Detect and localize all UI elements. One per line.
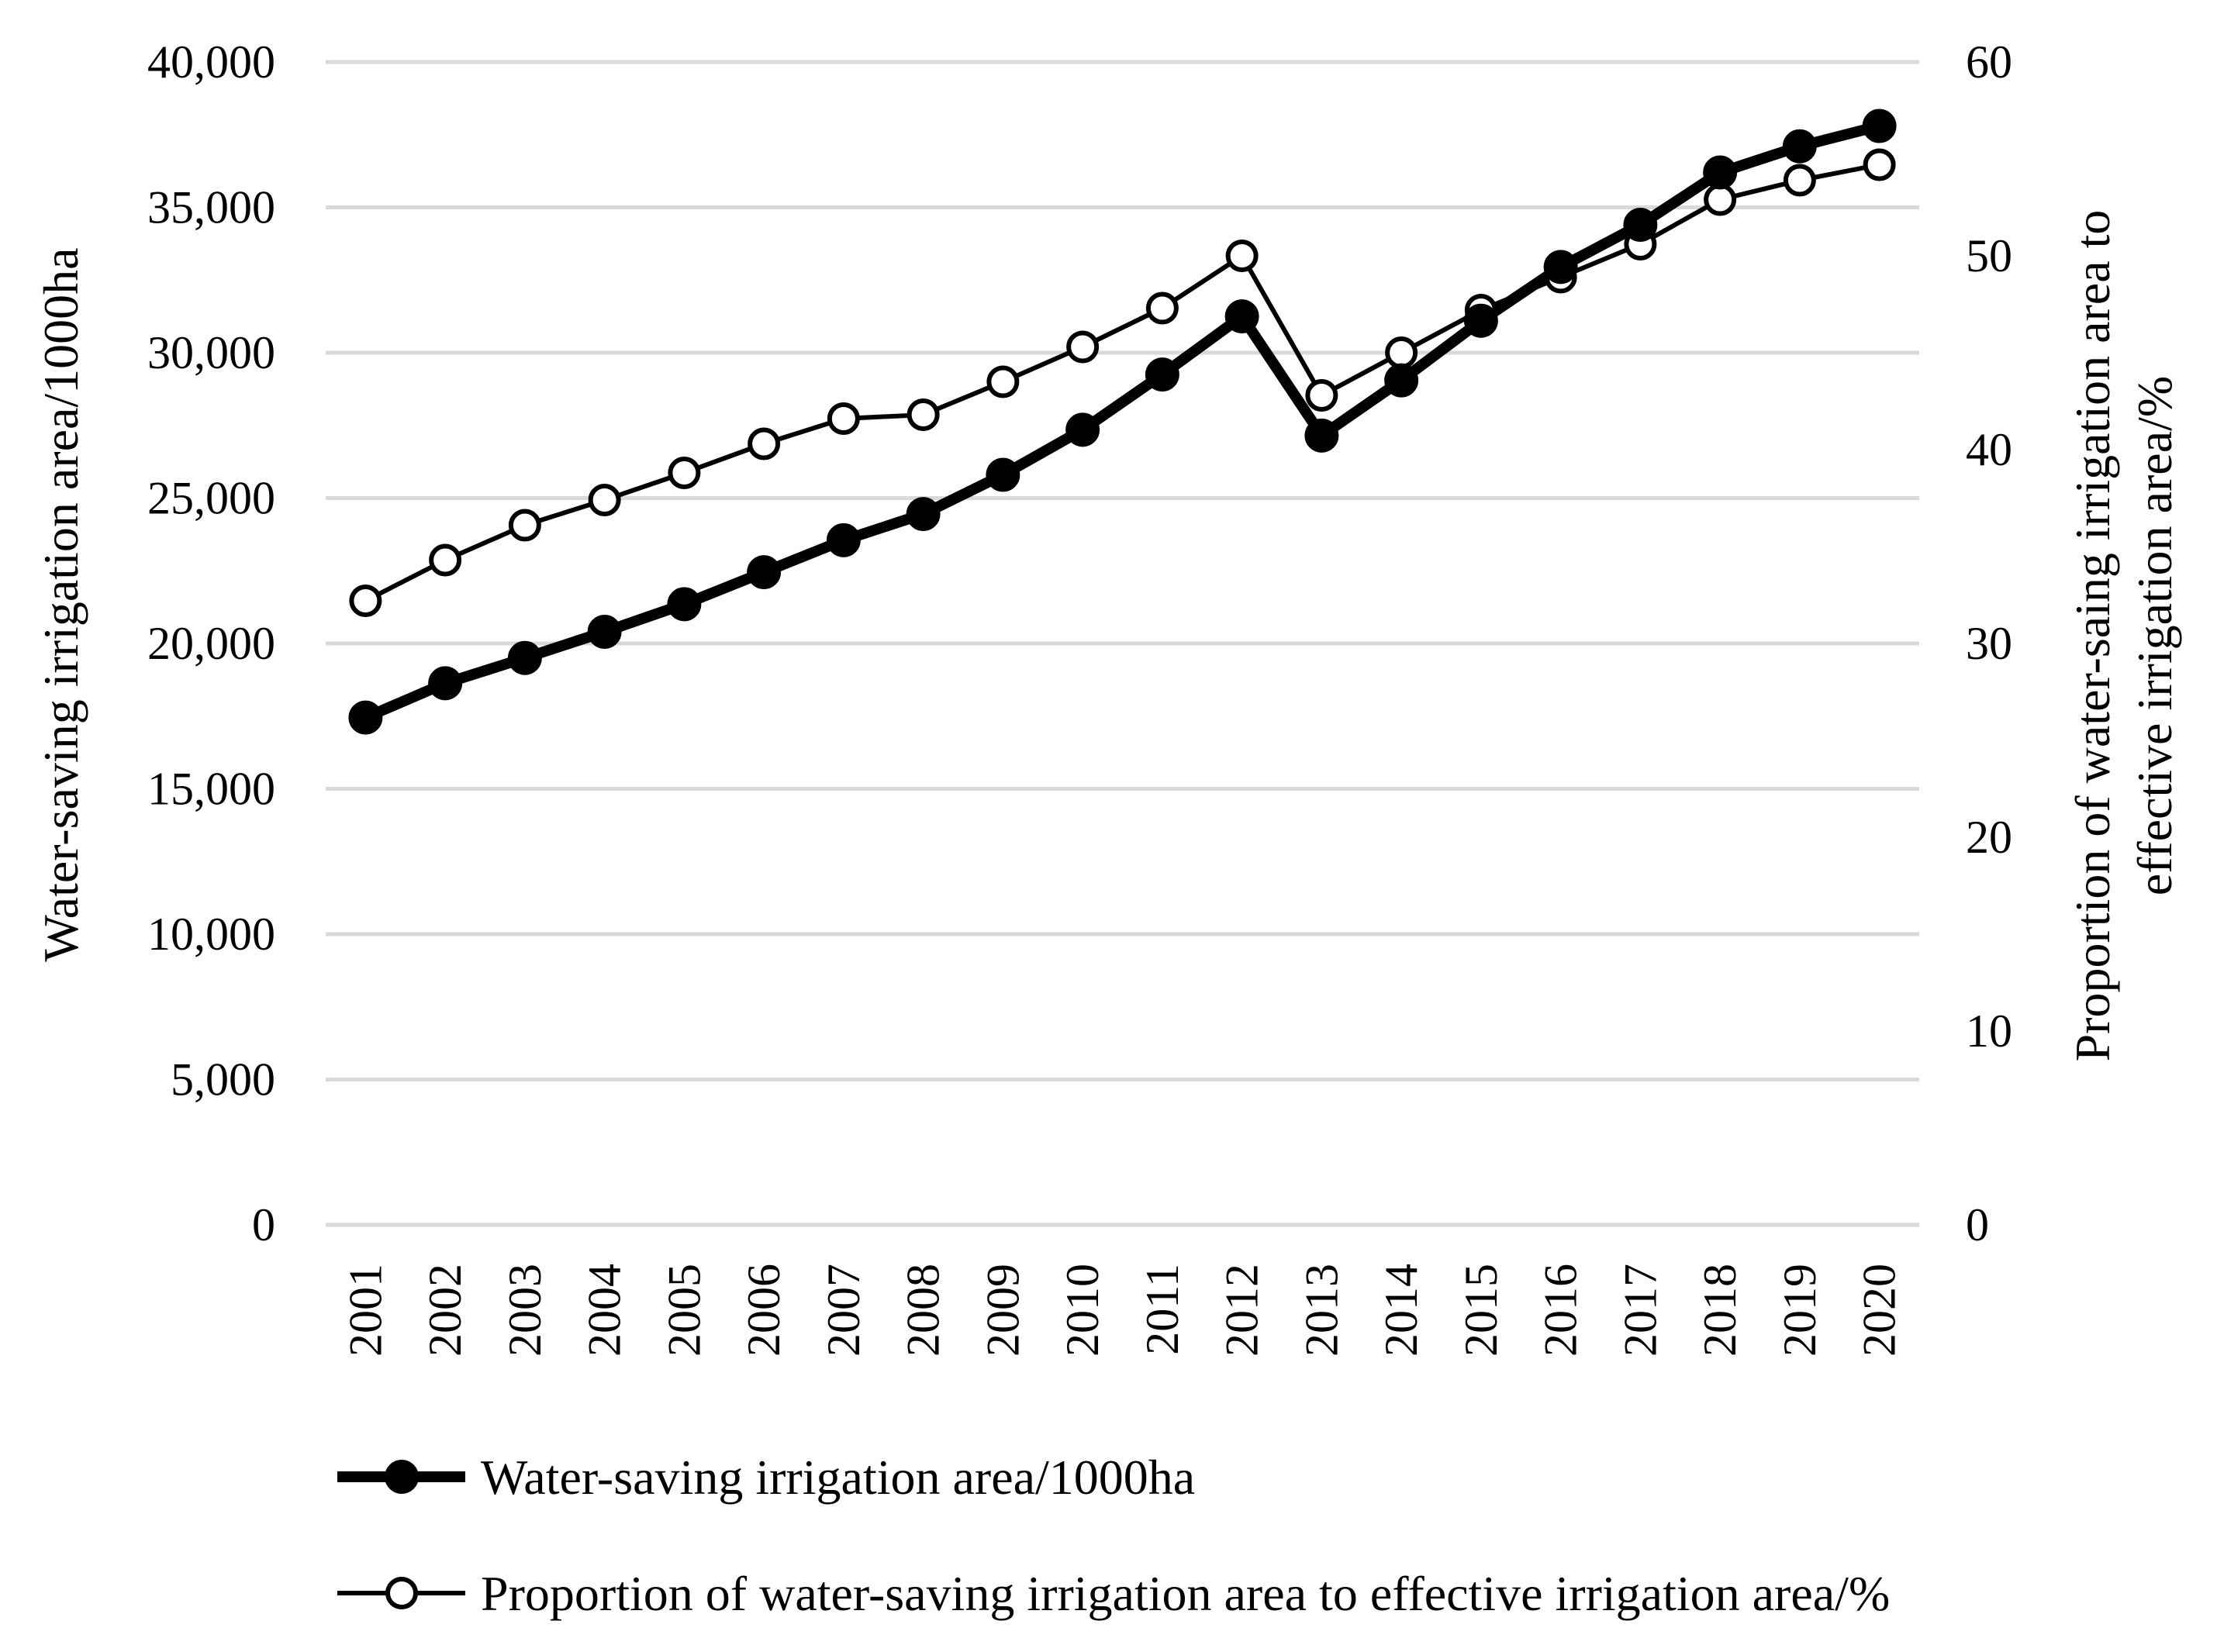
series-layer bbox=[348, 109, 1897, 735]
data-point-proportion bbox=[986, 365, 1020, 398]
data-point-proportion bbox=[1225, 240, 1259, 272]
right-tick-label: 60 bbox=[1966, 36, 2012, 88]
right-tick-label: 20 bbox=[1966, 812, 2012, 863]
left-tick-label: 0 bbox=[252, 1199, 275, 1250]
left-tick-label: 10,000 bbox=[147, 909, 275, 960]
data-point-water-saving-area bbox=[1145, 357, 1179, 392]
legend-item-proportion: Proportion of water-saving irrigation ar… bbox=[337, 1566, 1890, 1621]
x-tick-label: 2002 bbox=[420, 1264, 471, 1357]
x-tick-label: 2020 bbox=[1854, 1264, 1905, 1357]
right-axis-title-line-1: Proportion of water-saing irrigation are… bbox=[2065, 210, 2120, 1062]
data-point-water-saving-area bbox=[1703, 155, 1738, 190]
x-tick-label: 2014 bbox=[1376, 1264, 1427, 1357]
data-point-proportion bbox=[1145, 291, 1179, 325]
data-point-proportion bbox=[827, 402, 860, 435]
data-point-water-saving-area bbox=[1384, 363, 1419, 398]
x-tick-label: 2008 bbox=[898, 1264, 949, 1357]
data-point-proportion bbox=[588, 484, 621, 516]
x-tick-label: 2005 bbox=[658, 1264, 710, 1357]
right-axis-ticks: 0 10 20 30 40 50 60 bbox=[1966, 36, 2012, 1250]
x-tick-label: 2009 bbox=[977, 1264, 1028, 1357]
data-point-proportion bbox=[1863, 148, 1896, 181]
data-point-water-saving-area bbox=[1543, 250, 1578, 285]
right-tick-label: 0 bbox=[1966, 1199, 1989, 1250]
x-tick-label: 2011 bbox=[1137, 1264, 1188, 1355]
x-tick-label: 2004 bbox=[579, 1264, 630, 1357]
x-tick-label: 2003 bbox=[499, 1264, 551, 1357]
left-tick-label: 35,000 bbox=[147, 182, 275, 233]
x-tick-label: 2012 bbox=[1217, 1264, 1268, 1357]
data-point-water-saving-area bbox=[1304, 418, 1339, 453]
right-tick-label: 50 bbox=[1966, 230, 2012, 281]
left-axis-ticks: 0 5,000 10,000 15,000 20,000 25,000 30,000 35,0… bbox=[147, 36, 275, 1250]
data-point-water-saving-area bbox=[1782, 129, 1817, 164]
data-point-proportion bbox=[349, 585, 382, 617]
data-point-water-saving-area bbox=[1463, 303, 1498, 338]
legend-marker-open-icon bbox=[385, 1577, 418, 1609]
data-point-proportion bbox=[1305, 379, 1338, 412]
legend-marker-filled-icon bbox=[385, 1460, 419, 1494]
data-point-proportion bbox=[1385, 336, 1418, 369]
x-tick-label: 2018 bbox=[1694, 1264, 1746, 1357]
right-tick-label: 10 bbox=[1966, 1005, 2012, 1057]
legend: Water-saving irrigation area/1000ha Prop… bbox=[337, 1450, 1890, 1621]
data-point-water-saving-area bbox=[667, 587, 702, 622]
data-point-proportion bbox=[1066, 330, 1100, 364]
left-tick-label: 40,000 bbox=[147, 36, 275, 88]
data-point-water-saving-area bbox=[986, 457, 1020, 492]
data-point-water-saving-area bbox=[587, 615, 622, 649]
x-tick-label: 2010 bbox=[1057, 1264, 1108, 1357]
data-point-water-saving-area bbox=[1224, 299, 1259, 334]
left-tick-label: 15,000 bbox=[147, 764, 275, 815]
x-tick-label: 2015 bbox=[1456, 1264, 1507, 1357]
data-point-proportion bbox=[508, 509, 541, 542]
left-tick-label: 30,000 bbox=[147, 327, 275, 378]
x-axis-ticks: 2001 2002 2003 2004 2005 2006 2007 2008 2009 2010… bbox=[340, 1264, 1904, 1357]
legend-label-proportion: Proportion of water-saving irrigation ar… bbox=[481, 1566, 1890, 1621]
data-point-proportion bbox=[668, 457, 701, 489]
left-tick-label: 20,000 bbox=[147, 618, 275, 669]
x-tick-label: 2016 bbox=[1535, 1264, 1587, 1357]
x-tick-label: 2013 bbox=[1296, 1264, 1347, 1357]
x-tick-label: 2007 bbox=[818, 1264, 869, 1357]
x-tick-label: 2006 bbox=[738, 1264, 789, 1357]
data-point-water-saving-area bbox=[826, 523, 861, 557]
right-axis-title-line-2: effective irrigation area/% bbox=[2127, 376, 2182, 895]
data-point-proportion bbox=[429, 543, 462, 577]
legend-item-water-saving-area: Water-saving irrigation area/1000ha bbox=[337, 1450, 1195, 1505]
data-point-water-saving-area bbox=[906, 497, 941, 532]
data-point-proportion bbox=[906, 398, 940, 431]
left-tick-label: 25,000 bbox=[147, 473, 275, 524]
data-point-water-saving-area bbox=[428, 666, 463, 701]
right-tick-label: 30 bbox=[1966, 618, 2012, 669]
x-tick-label: 2001 bbox=[340, 1264, 391, 1357]
data-point-proportion bbox=[748, 427, 781, 460]
data-point-proportion bbox=[1704, 183, 1737, 216]
data-point-water-saving-area bbox=[348, 700, 383, 735]
x-tick-label: 2017 bbox=[1614, 1264, 1666, 1357]
data-point-water-saving-area bbox=[747, 555, 782, 590]
data-point-proportion bbox=[1783, 164, 1816, 197]
data-point-water-saving-area bbox=[1623, 208, 1658, 242]
left-tick-label: 5,000 bbox=[171, 1054, 275, 1105]
x-tick-label: 2019 bbox=[1774, 1264, 1825, 1357]
data-point-water-saving-area bbox=[507, 640, 542, 675]
right-tick-label: 40 bbox=[1966, 424, 2012, 475]
left-axis-title: Water-saving irrigation area/1000ha bbox=[33, 247, 88, 961]
data-point-water-saving-area bbox=[1862, 109, 1897, 143]
data-point-water-saving-area bbox=[1065, 412, 1100, 447]
legend-label-water-saving-area: Water-saving irrigation area/1000ha bbox=[481, 1450, 1195, 1505]
